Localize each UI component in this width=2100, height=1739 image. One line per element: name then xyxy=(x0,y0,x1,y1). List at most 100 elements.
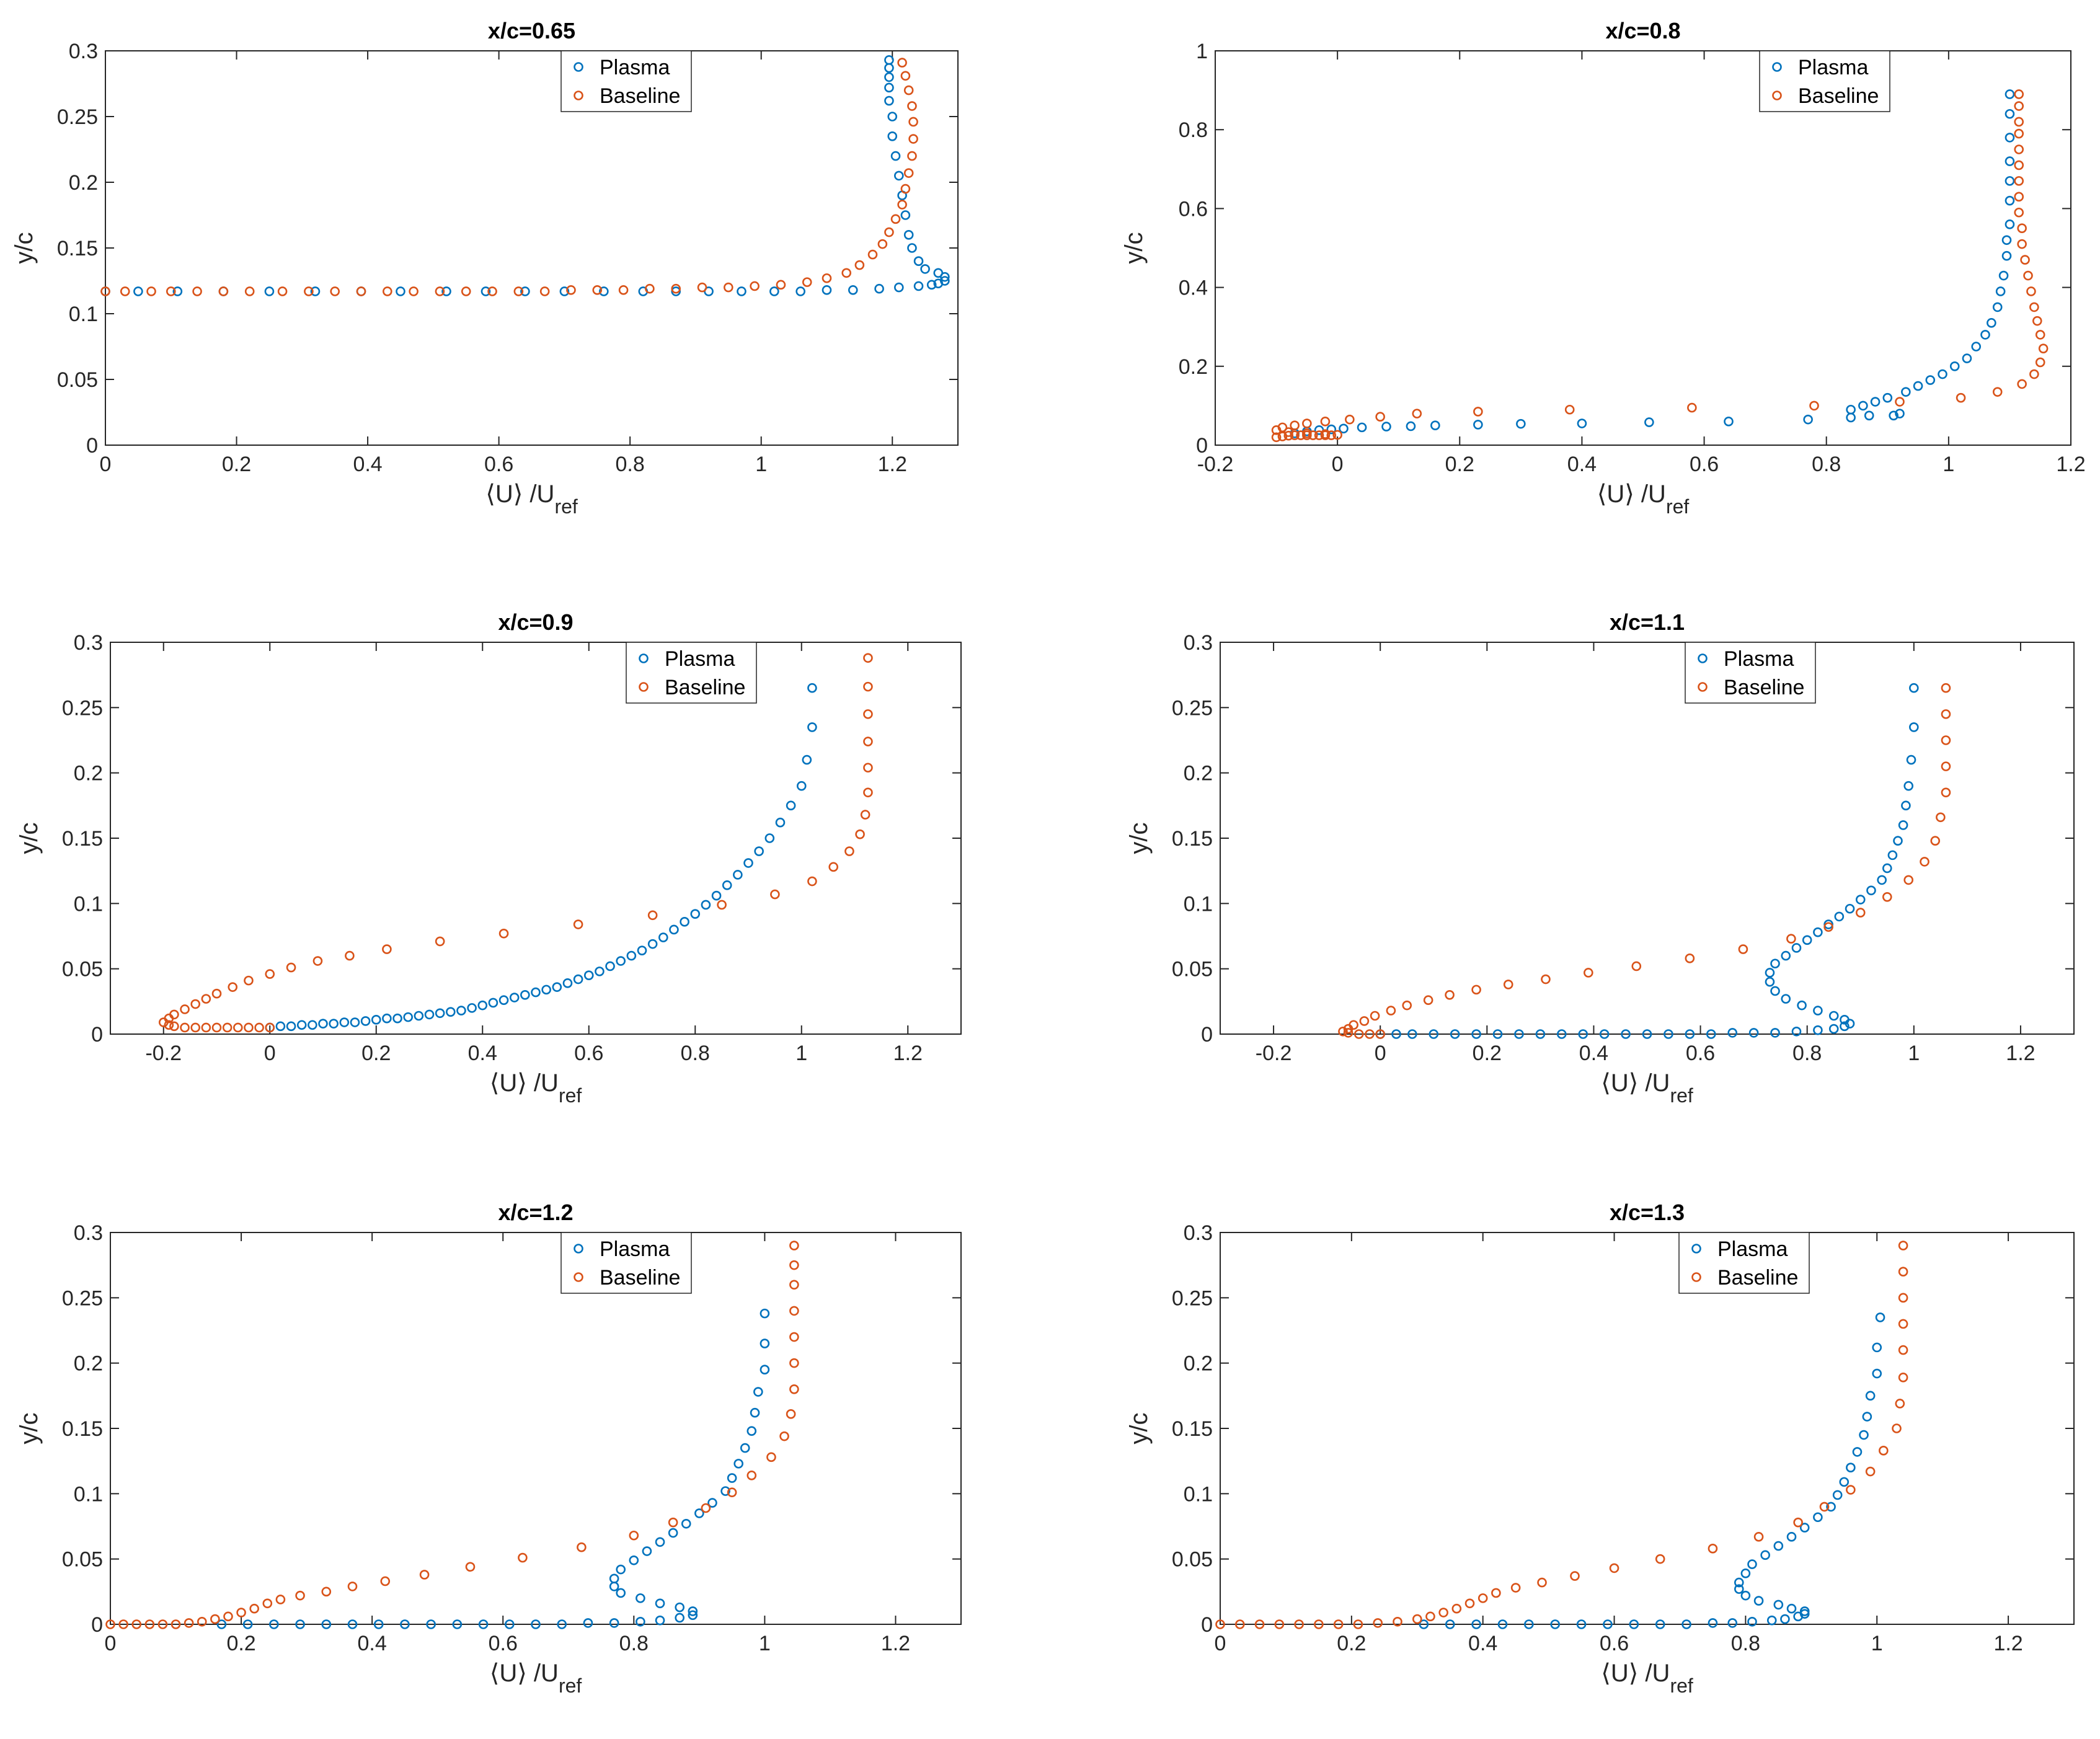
data-point-baseline xyxy=(1338,1026,1348,1037)
data-point-plasma xyxy=(541,985,551,995)
data-point-baseline xyxy=(380,1576,391,1586)
data-point-baseline xyxy=(1353,1619,1363,1629)
data-point-baseline xyxy=(789,1241,799,1250)
series-plasma xyxy=(265,683,817,1033)
data-point-plasma xyxy=(275,1021,286,1032)
data-point-plasma xyxy=(629,1555,639,1565)
data-point-baseline xyxy=(513,286,524,296)
data-point-baseline xyxy=(1898,1241,1908,1250)
data-point-plasma xyxy=(669,924,679,935)
data-point-baseline xyxy=(409,286,419,296)
data-point-plasma xyxy=(2005,219,2015,229)
subplot-4: -0.2 0 0.2 0.4 0.6 0.8 1 1.2 0 0.05 0.1 0.15 0.2 0.25… xyxy=(1125,609,2075,1107)
data-point-plasma xyxy=(786,800,796,811)
data-point-plasma xyxy=(920,264,930,274)
data-point-baseline xyxy=(211,988,222,999)
data-point-plasma xyxy=(802,754,812,765)
data-point-plasma xyxy=(701,900,711,910)
x-tick-label: 1.2 xyxy=(893,1042,923,1065)
data-point-baseline xyxy=(828,862,838,872)
series-plasma xyxy=(216,1308,770,1629)
x-tick-label: 1.2 xyxy=(2056,453,2085,476)
data-point-baseline xyxy=(2014,192,2024,202)
axes-box xyxy=(1215,50,2071,446)
data-point-baseline xyxy=(1865,1466,1876,1477)
data-point-plasma xyxy=(688,1610,698,1621)
data-point-baseline xyxy=(717,900,727,910)
y-axis-label: y/c xyxy=(1125,1412,1153,1444)
data-point-baseline xyxy=(197,1616,207,1627)
data-point-plasma xyxy=(1852,1447,1863,1457)
x-tick-label: 0 xyxy=(264,1042,276,1065)
legend-label-baseline: Baseline xyxy=(600,84,680,108)
data-point-baseline xyxy=(356,286,366,296)
data-point-baseline xyxy=(629,1530,639,1541)
x-tick-label: 0.6 xyxy=(574,1042,603,1065)
data-point-baseline xyxy=(275,1595,286,1604)
data-point-baseline xyxy=(2014,144,2024,154)
subplot-6: 0 0.2 0.4 0.6 0.8 1 1.2 0 0.05 0.1 0.15 0.2 0.25 0.3 x… xyxy=(1125,1200,2075,1697)
data-point-plasma xyxy=(1813,1006,1823,1016)
data-point-plasma xyxy=(675,1613,684,1623)
legend-box xyxy=(560,50,692,112)
data-point-baseline xyxy=(435,936,445,947)
y-axis-label: y/c xyxy=(16,822,43,854)
series-baseline xyxy=(100,58,918,296)
data-point-plasma xyxy=(1357,422,1367,433)
data-point-baseline xyxy=(228,982,238,992)
data-point-baseline xyxy=(1609,1563,1619,1573)
data-point-baseline xyxy=(2014,117,2024,127)
data-point-baseline xyxy=(1541,974,1551,985)
x-tick-label: 1 xyxy=(755,453,767,476)
data-point-baseline xyxy=(1283,430,1294,441)
data-point-plasma xyxy=(1664,1029,1673,1039)
data-point-baseline xyxy=(1314,1619,1324,1629)
data-point-baseline xyxy=(1892,1423,1902,1433)
data-point-plasma xyxy=(760,1339,770,1348)
data-point-baseline xyxy=(1320,429,1331,439)
data-point-plasma xyxy=(711,890,722,901)
data-point-baseline xyxy=(2035,330,2045,340)
series-baseline xyxy=(1338,683,1951,1039)
data-point-baseline xyxy=(180,1004,190,1014)
data-point-baseline xyxy=(2029,302,2039,312)
data-point-plasma xyxy=(1773,1600,1784,1610)
data-point-baseline xyxy=(907,151,917,161)
x-tick-label: 0.4 xyxy=(1567,453,1597,476)
data-point-baseline xyxy=(286,962,296,973)
data-point-plasma xyxy=(435,1008,445,1019)
data-point-plasma xyxy=(1839,1477,1850,1487)
data-point-baseline xyxy=(890,214,901,224)
data-point-baseline xyxy=(1438,1608,1448,1617)
data-point-plasma xyxy=(557,1619,567,1629)
data-point-plasma xyxy=(1834,911,1845,922)
data-point-baseline xyxy=(539,286,550,296)
data-point-baseline xyxy=(645,283,655,294)
data-point-plasma xyxy=(1846,404,1856,415)
data-point-plasma xyxy=(848,285,858,295)
series-plasma xyxy=(1419,1312,1885,1629)
series-plasma xyxy=(1375,683,1919,1039)
axes-box xyxy=(105,50,959,446)
data-point-plasma xyxy=(467,1003,477,1013)
data-point-plasma xyxy=(2001,235,2012,246)
data-point-baseline xyxy=(863,787,873,798)
data-point-baseline xyxy=(383,286,392,296)
x-tick-label: 0.2 xyxy=(1337,1632,1366,1655)
data-point-plasma xyxy=(737,286,747,296)
data-point-plasma xyxy=(347,1619,358,1629)
data-point-plasma xyxy=(913,256,924,267)
x-axis-label: ⟨U⟩ /Uref xyxy=(1597,480,1690,518)
data-point-plasma xyxy=(1858,400,1868,411)
data-point-baseline xyxy=(1537,1577,1547,1588)
data-point-baseline xyxy=(1296,430,1306,440)
data-point-plasma xyxy=(1734,1584,1744,1594)
data-point-plasma xyxy=(675,1602,684,1613)
data-point-plasma xyxy=(308,1020,317,1030)
x-tick-label: 0.8 xyxy=(619,1632,649,1655)
data-point-baseline xyxy=(577,1542,587,1552)
data-point-plasma xyxy=(1773,1541,1784,1551)
data-point-plasma xyxy=(1987,318,1996,328)
data-point-plasma xyxy=(1998,270,2009,281)
data-point-baseline xyxy=(169,1021,179,1032)
